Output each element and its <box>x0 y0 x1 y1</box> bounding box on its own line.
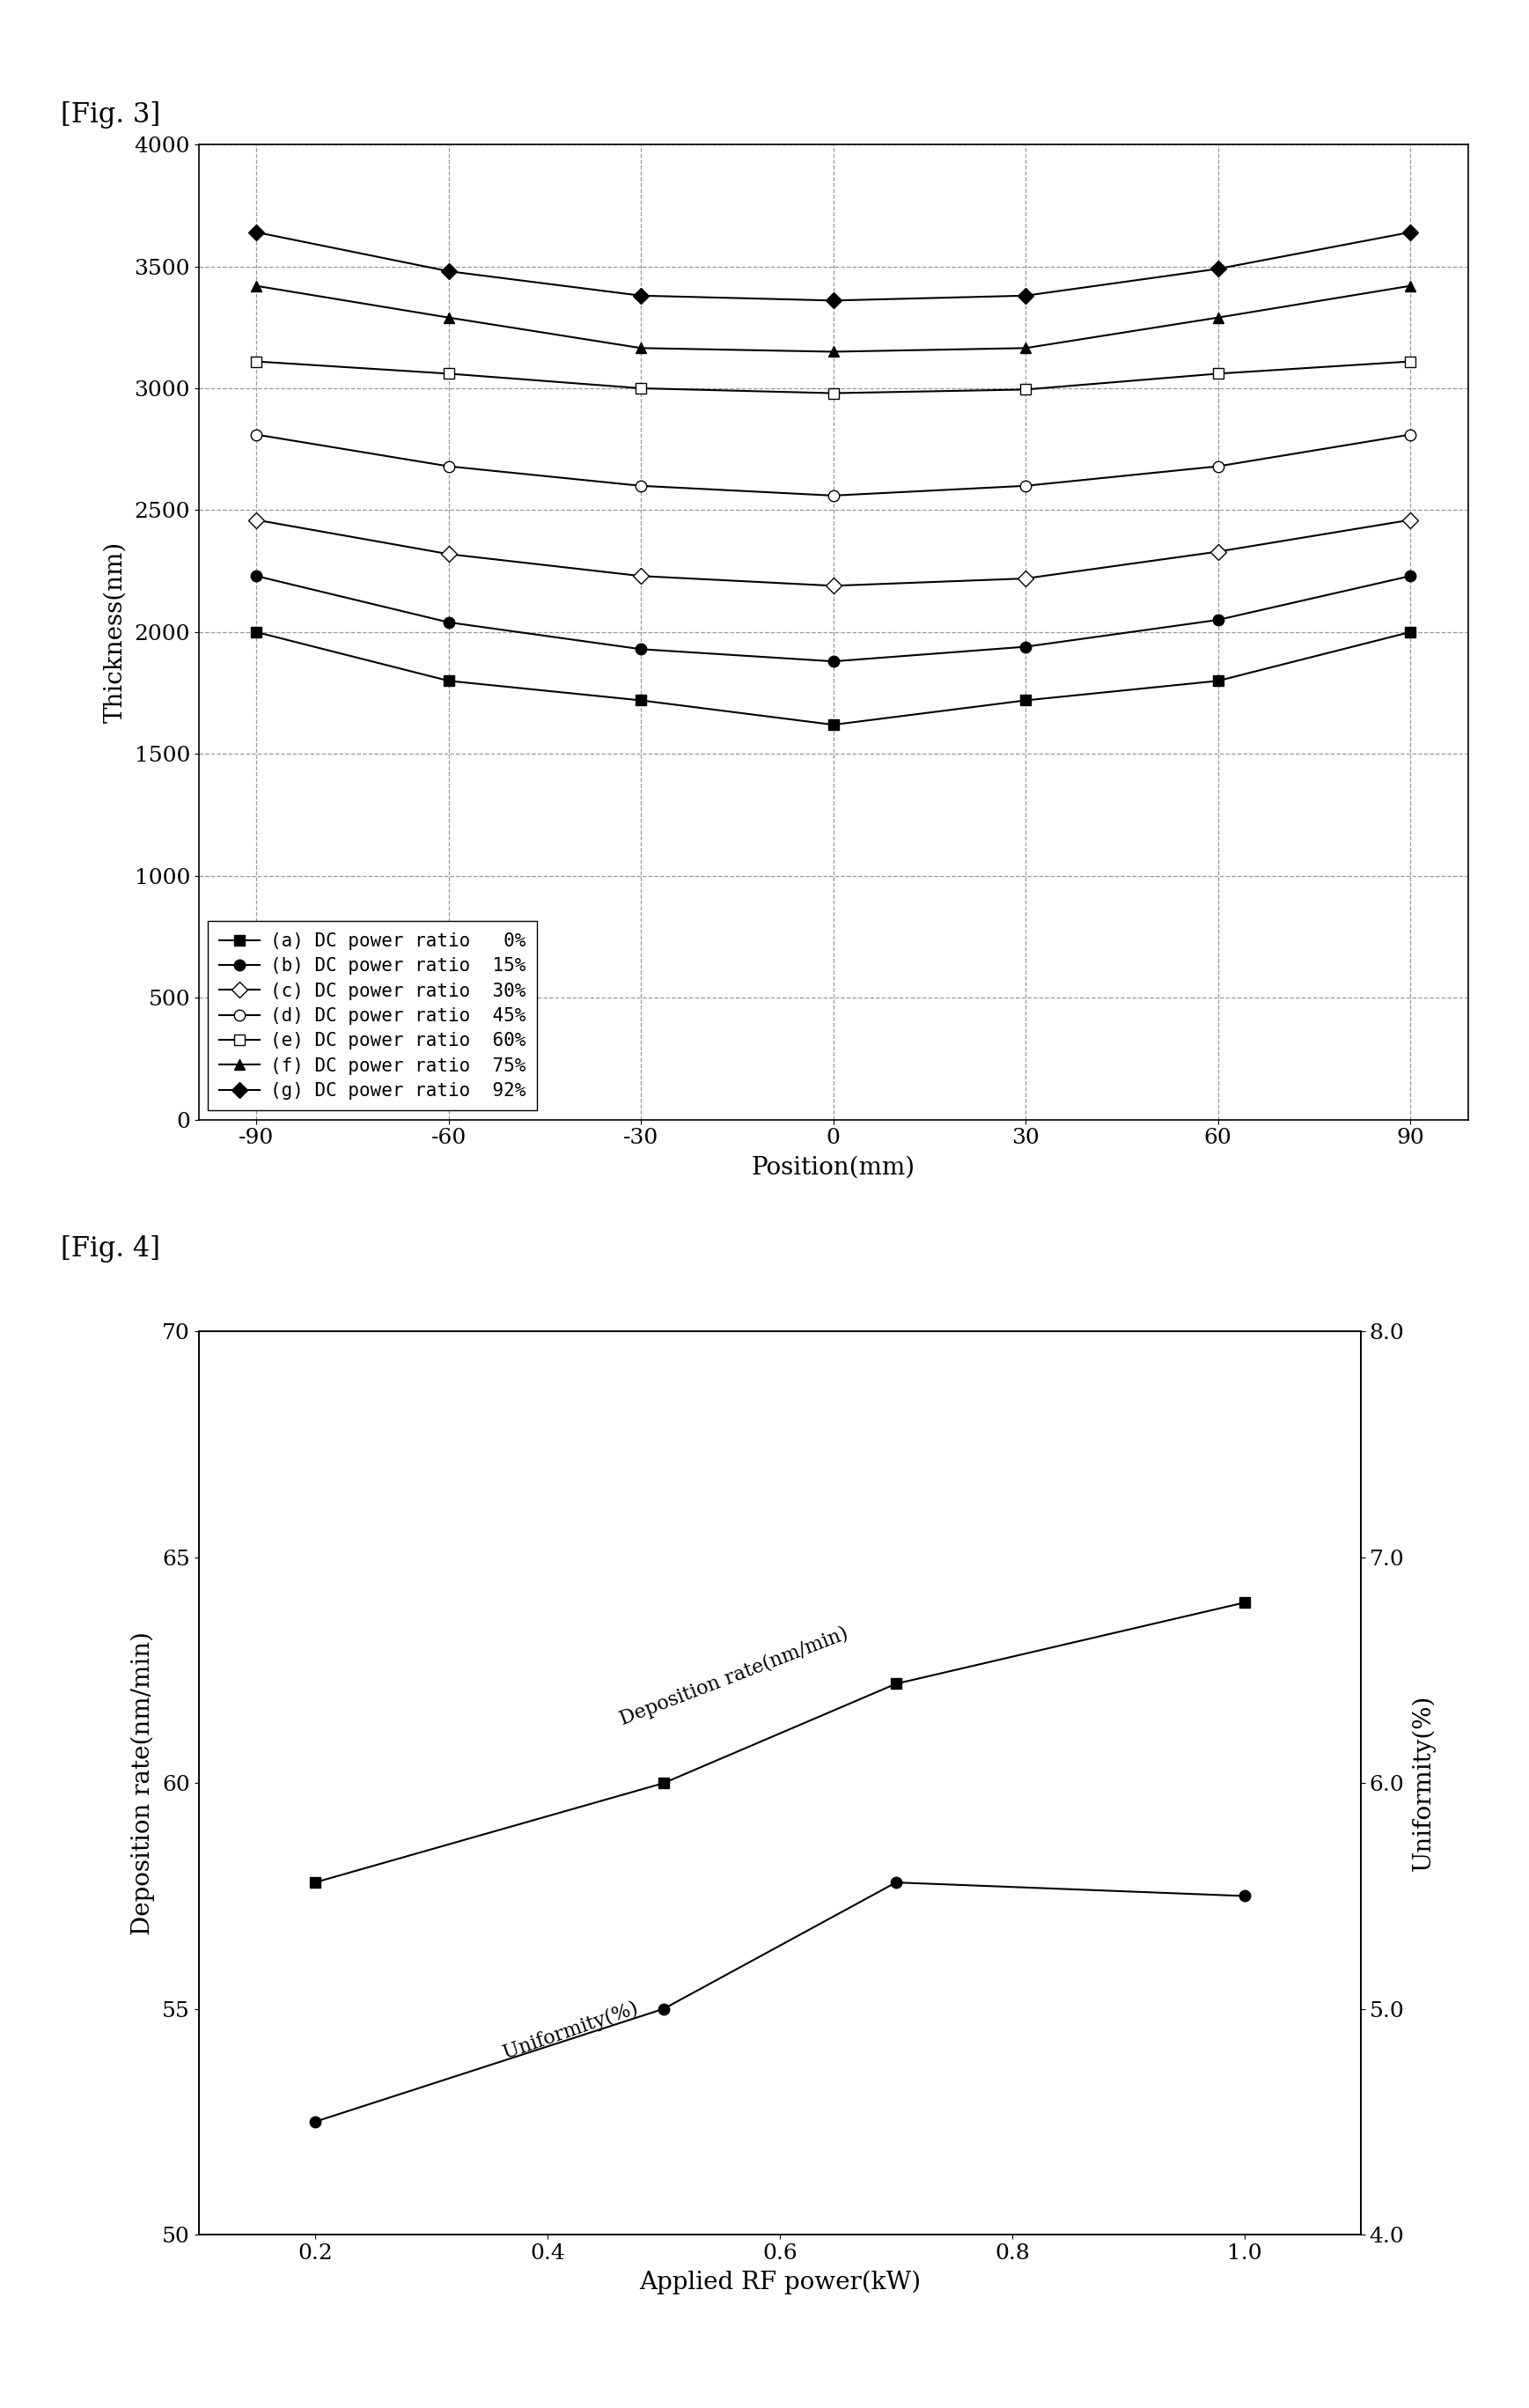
Text: [Fig. 3]: [Fig. 3] <box>61 101 161 128</box>
X-axis label: Applied RF power(kW): Applied RF power(kW) <box>639 2271 920 2295</box>
Text: [Fig. 4]: [Fig. 4] <box>61 1235 161 1262</box>
Y-axis label: Deposition rate(nm/min): Deposition rate(nm/min) <box>131 1630 154 1936</box>
Y-axis label: Uniformity(%): Uniformity(%) <box>1411 1695 1436 1871</box>
Text: Deposition rate(nm/min): Deposition rate(nm/min) <box>618 1623 852 1729</box>
Text: Uniformity(%): Uniformity(%) <box>502 1999 641 2064</box>
X-axis label: Position(mm): Position(mm) <box>751 1156 916 1180</box>
Legend: (a) DC power ratio   0%, (b) DC power ratio  15%, (c) DC power ratio  30%, (d) D: (a) DC power ratio 0%, (b) DC power rati… <box>208 922 537 1110</box>
Y-axis label: Thickness(nm): Thickness(nm) <box>104 542 127 722</box>
